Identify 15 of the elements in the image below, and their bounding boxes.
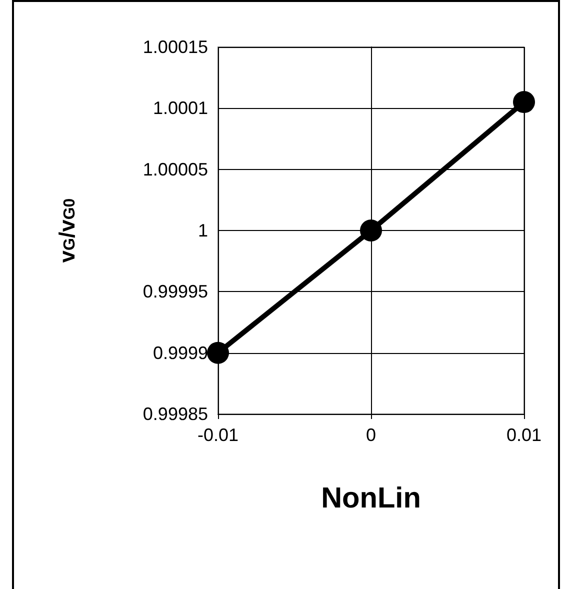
y-tick-label: 0.99995 <box>142 282 208 302</box>
point <box>513 91 535 114</box>
x-tick-label: 0.01 <box>506 425 542 445</box>
y-tick-label: 1 <box>198 220 208 240</box>
x-tick-label: 0 <box>366 425 376 445</box>
x-axis-title: NonLin <box>321 482 421 514</box>
y-tick-label: 1.00015 <box>142 37 208 57</box>
y-tick-label: 0.9999 <box>152 342 208 363</box>
point <box>360 220 382 242</box>
y-tick-label: 1.0001 <box>152 98 208 118</box>
y-tick-label: 1.00005 <box>142 159 208 180</box>
y-tick-label: 0.99985 <box>142 404 208 424</box>
point <box>207 342 229 364</box>
y-axis-title: vG/vG0 <box>54 198 80 263</box>
x-tick-label: -0.01 <box>197 425 239 445</box>
